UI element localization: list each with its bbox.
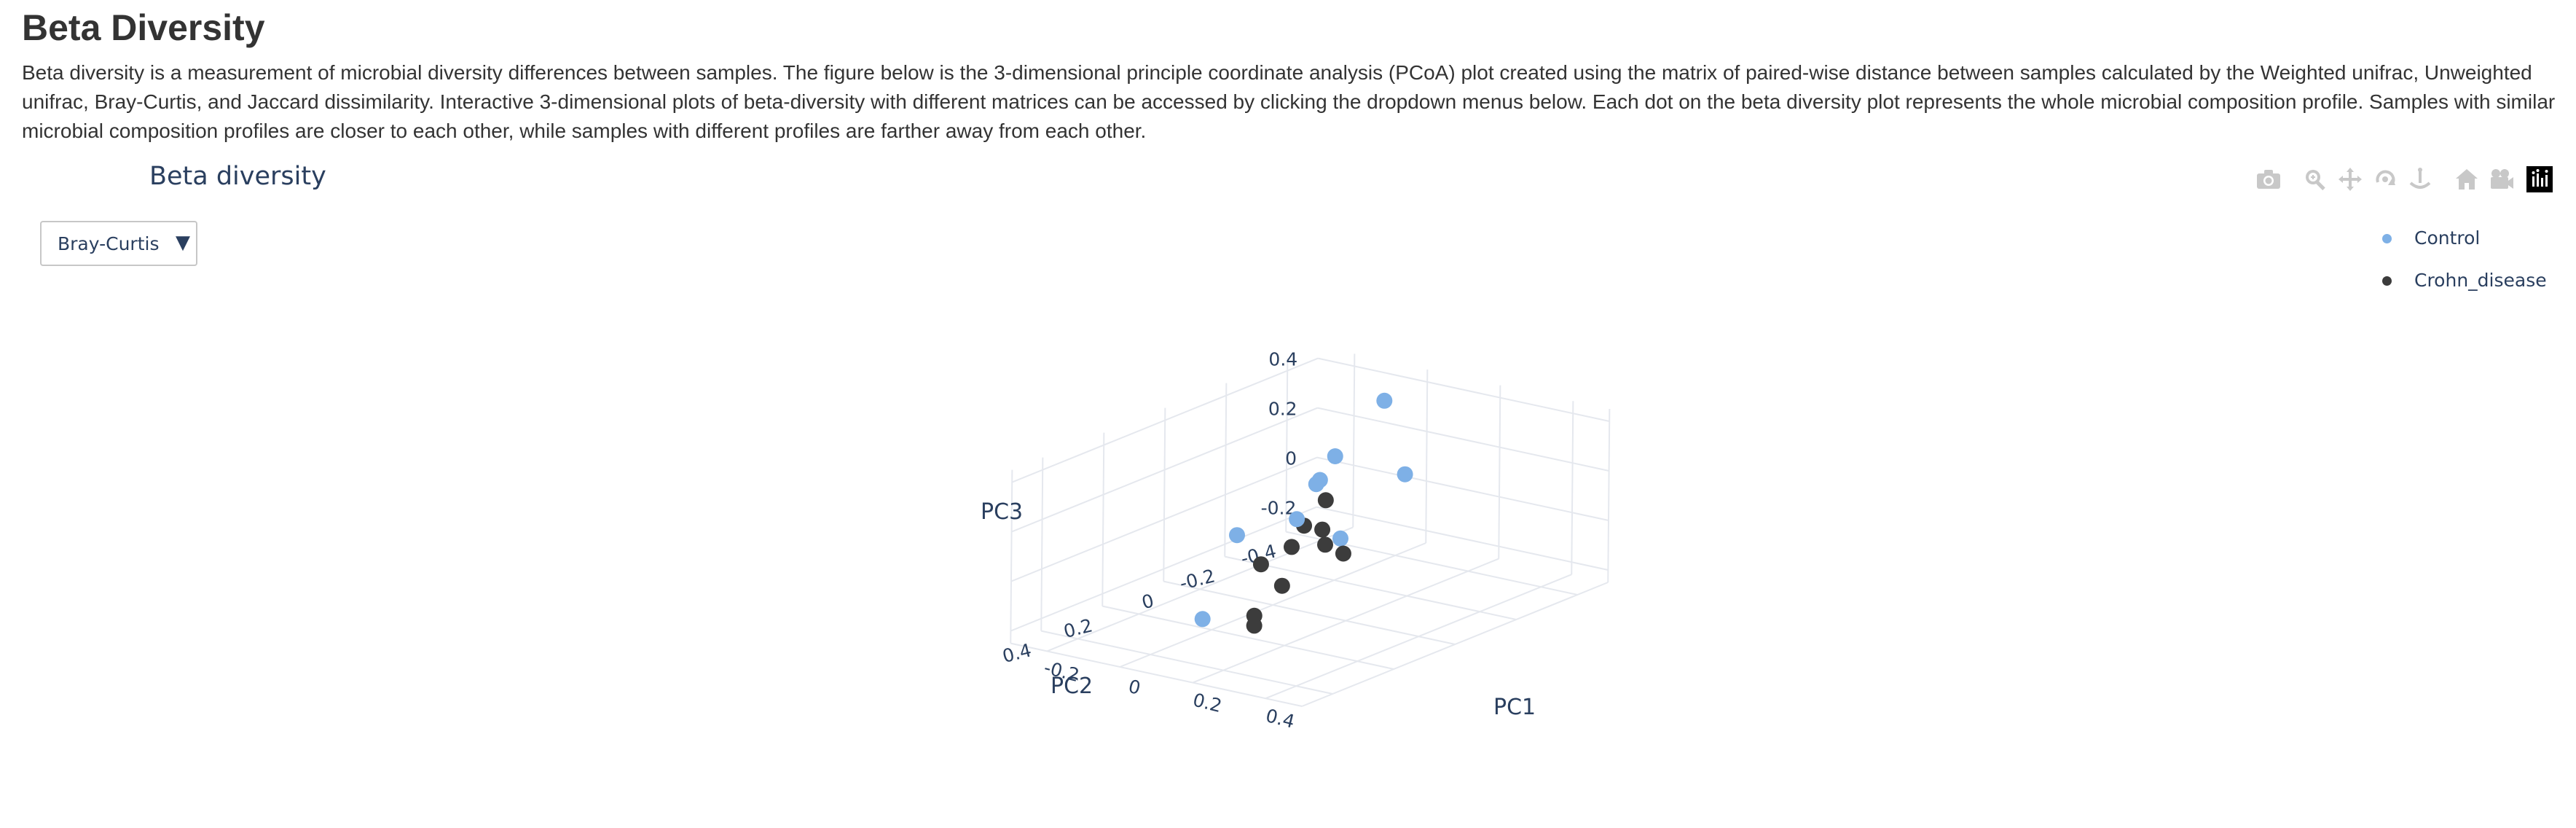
plot-ticks: -0.200.20.4-0.4-0.200.20.4-0.200.20.4 <box>1000 349 1297 733</box>
back-wall-gridline <box>1316 506 1609 571</box>
camera-view-icon[interactable] <box>2484 163 2519 195</box>
floor-gridline <box>1163 580 1456 645</box>
axis-title-pc1: PC1 <box>1493 695 1536 720</box>
side-wall-gridline <box>1011 407 1318 533</box>
data-point-control[interactable] <box>1397 466 1413 483</box>
back-wall-gridline <box>1498 385 1501 559</box>
back-wall-gridline <box>1425 369 1429 544</box>
floor-gridline <box>1102 605 1394 670</box>
camera-icon[interactable] <box>2251 163 2286 195</box>
floor-gridline <box>1225 555 1517 620</box>
side-wall-gridline <box>1040 457 1044 631</box>
turntable-rotation-icon[interactable] <box>2403 163 2438 195</box>
y-tick-label: 0 <box>1139 590 1155 613</box>
legend-marker <box>2382 276 2392 286</box>
side-wall-gridline <box>1011 357 1319 483</box>
data-point-control[interactable] <box>1327 448 1343 464</box>
zoom-icon[interactable] <box>2298 163 2333 195</box>
data-point-crohn-disease[interactable] <box>1246 617 1263 634</box>
y-tick-label: 0.4 <box>1000 639 1034 667</box>
axis-title-pc3: PC3 <box>981 499 1023 525</box>
x-tick-label: 0.2 <box>1191 689 1225 716</box>
data-point-crohn-disease[interactable] <box>1317 536 1333 553</box>
data-point-crohn-disease[interactable] <box>1252 556 1269 573</box>
z-tick-label: 0 <box>1285 448 1297 469</box>
legend-label: Control <box>2414 227 2481 249</box>
floor-gridline <box>1041 630 1333 695</box>
x-tick-label: 0.4 <box>1264 705 1297 733</box>
plot-grid <box>1010 354 1611 707</box>
z-tick-label: 0.4 <box>1268 349 1297 370</box>
box-edge <box>1010 469 1013 644</box>
side-wall-gridline <box>1163 407 1166 582</box>
data-point-control[interactable] <box>1308 476 1324 493</box>
home-icon[interactable] <box>2449 163 2484 195</box>
metric-dropdown[interactable]: Bray-Curtis ▼ <box>40 221 197 266</box>
back-wall-gridline <box>1316 456 1609 521</box>
back-wall-gridline <box>1317 357 1610 422</box>
chart-title: Beta diversity <box>149 162 326 191</box>
orbit-rotation-icon[interactable] <box>2368 163 2403 195</box>
box-edge <box>1607 408 1611 583</box>
y-tick-label: 0.2 <box>1061 614 1095 642</box>
data-point-crohn-disease[interactable] <box>1273 577 1290 594</box>
legend-label: Crohn_disease <box>2414 270 2547 291</box>
back-wall-gridline <box>1317 407 1609 472</box>
data-point-crohn-disease[interactable] <box>1314 521 1331 538</box>
x-tick-label: 0 <box>1126 676 1142 699</box>
legend-marker <box>2382 234 2392 243</box>
dropdown-arrow-icon: ▼ <box>176 232 190 254</box>
z-tick-label: 0.2 <box>1268 399 1297 420</box>
metric-dropdown-value: Bray-Curtis <box>58 233 160 254</box>
box-edge <box>1301 582 1609 707</box>
plotly-logo-icon[interactable] <box>2526 166 2553 192</box>
pan-icon[interactable] <box>2333 163 2368 195</box>
page-description: Beta diversity is a measurement of micro… <box>22 61 2556 142</box>
data-point-control[interactable] <box>1289 511 1305 528</box>
data-point-control[interactable] <box>1332 530 1348 547</box>
back-wall-gridline <box>1352 354 1356 528</box>
modebar <box>2251 163 2553 195</box>
side-wall-gridline <box>1102 432 1105 606</box>
data-point-crohn-disease[interactable] <box>1317 492 1334 509</box>
data-point-crohn-disease[interactable] <box>1335 545 1351 562</box>
back-wall-gridline <box>1571 401 1574 575</box>
axis-title-pc2: PC2 <box>1051 673 1093 699</box>
side-wall-gridline <box>1224 383 1228 557</box>
box-edge <box>1010 642 1303 707</box>
page-title: Beta Diversity <box>22 7 265 48</box>
data-point-control[interactable] <box>1376 392 1393 409</box>
data-point-control[interactable] <box>1194 611 1211 628</box>
plot-points <box>1194 392 1413 634</box>
side-wall-gridline <box>1285 358 1289 532</box>
data-point-control[interactable] <box>1229 527 1245 544</box>
side-wall-gridline <box>1010 506 1317 632</box>
y-tick-label: -0.2 <box>1177 565 1217 594</box>
data-point-crohn-disease[interactable] <box>1284 539 1300 555</box>
side-wall-gridline <box>1010 456 1318 582</box>
